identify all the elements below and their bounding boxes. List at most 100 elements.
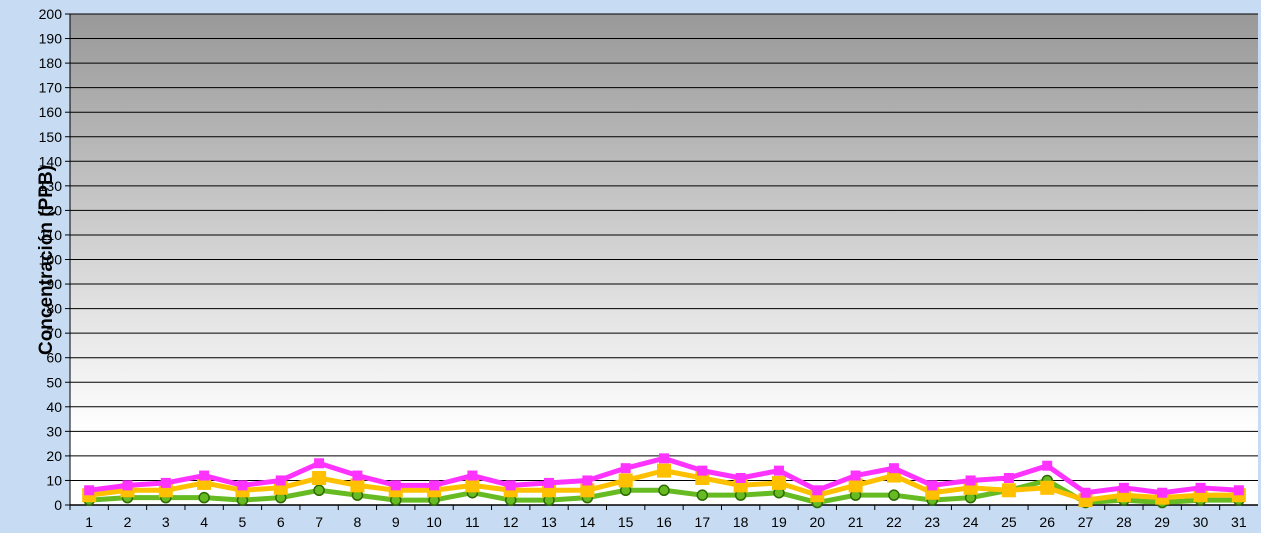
data-point <box>657 463 671 478</box>
x-tick-label: 16 <box>656 514 672 530</box>
data-point <box>275 475 286 486</box>
data-point <box>580 483 595 498</box>
data-point <box>84 485 95 496</box>
data-point <box>1080 487 1091 498</box>
data-point <box>237 480 248 491</box>
data-point <box>659 453 669 464</box>
y-tick-label: 120 <box>39 202 63 218</box>
data-point <box>390 480 401 491</box>
y-tick-label: 150 <box>39 129 63 145</box>
x-tick-label: 9 <box>392 514 400 530</box>
y-tick-label: 80 <box>46 301 62 317</box>
x-tick-label: 31 <box>1231 514 1247 530</box>
data-point <box>1195 482 1206 493</box>
data-point <box>505 480 516 491</box>
y-tick-label: 10 <box>46 472 62 488</box>
data-point <box>160 477 171 488</box>
y-tick-label: 190 <box>39 31 63 47</box>
y-axis-ticks: 0 10 20 30 40 50 60 70 80 90 100 110 120 130 140 150 160… <box>39 6 1258 513</box>
y-tick-label: 40 <box>46 399 62 415</box>
series-layer <box>82 453 1246 509</box>
data-point <box>850 470 861 481</box>
data-point <box>771 475 786 490</box>
data-point <box>888 463 899 474</box>
data-point <box>1233 485 1244 496</box>
x-tick-label: 23 <box>924 514 940 530</box>
data-point <box>314 458 325 469</box>
x-tick-label: 13 <box>541 514 557 530</box>
data-point <box>350 478 365 493</box>
data-point <box>199 470 210 481</box>
data-point <box>429 480 440 491</box>
data-point <box>544 477 555 488</box>
x-tick-label: 25 <box>1001 514 1017 530</box>
x-tick-label: 1 <box>85 514 93 530</box>
data-point <box>1040 480 1055 495</box>
x-tick-label: 24 <box>963 514 979 530</box>
data-point <box>658 484 670 497</box>
x-tick-label: 2 <box>124 514 132 530</box>
data-point <box>620 463 631 474</box>
data-point <box>1118 482 1129 493</box>
x-tick-label: 19 <box>771 514 787 530</box>
y-tick-label: 140 <box>39 153 63 169</box>
data-point <box>467 470 478 481</box>
x-tick-label: 17 <box>695 514 711 530</box>
data-point <box>122 480 133 491</box>
x-tick-label: 29 <box>1154 514 1170 530</box>
data-point <box>927 480 938 491</box>
x-tick-label: 7 <box>315 514 323 530</box>
x-tick-label: 28 <box>1116 514 1132 530</box>
x-tick-label: 3 <box>162 514 170 530</box>
y-tick-label: 70 <box>46 325 62 341</box>
y-tick-label: 110 <box>40 227 63 243</box>
y-tick-label: 180 <box>39 55 63 71</box>
data-point <box>812 485 823 496</box>
data-point <box>618 473 633 488</box>
x-tick-label: 6 <box>277 514 285 530</box>
data-point <box>465 478 480 493</box>
data-point <box>773 465 784 476</box>
x-axis-ticks: 1 2 3 4 5 6 7 8 9 10 11 12 13 14 15 16 17 18 19 20 21 22 23 24 2… <box>69 505 1247 530</box>
y-axis-label: Concentración (PPB) <box>36 165 57 355</box>
y-tick-label: 200 <box>39 6 63 22</box>
data-point <box>313 484 325 497</box>
data-point <box>1157 487 1168 498</box>
data-point <box>888 489 900 501</box>
x-tick-label: 26 <box>1039 514 1055 530</box>
x-tick-label: 10 <box>426 514 442 530</box>
data-point <box>1001 483 1016 498</box>
data-point <box>1042 460 1053 471</box>
y-tick-label: 100 <box>39 252 63 268</box>
x-tick-label: 14 <box>580 514 596 530</box>
y-tick-label: 0 <box>54 497 62 513</box>
data-point <box>735 472 746 483</box>
y-tick-label: 130 <box>39 178 63 194</box>
x-tick-label: 5 <box>239 514 247 530</box>
data-point <box>198 491 210 504</box>
data-point <box>352 470 363 481</box>
data-point <box>696 489 709 501</box>
data-point <box>582 475 593 486</box>
data-point <box>965 475 976 486</box>
x-tick-label: 22 <box>886 514 902 530</box>
x-tick-label: 15 <box>618 514 634 530</box>
x-tick-label: 8 <box>354 514 362 530</box>
data-point <box>312 470 327 485</box>
x-tick-label: 30 <box>1193 514 1209 530</box>
x-tick-label: 4 <box>200 514 208 530</box>
grid-lines <box>70 13 1258 506</box>
x-tick-label: 18 <box>733 514 749 530</box>
x-tick-label: 11 <box>465 514 480 530</box>
data-point <box>848 478 863 493</box>
data-point <box>697 465 708 476</box>
data-point <box>1003 472 1014 483</box>
x-tick-label: 21 <box>848 514 864 530</box>
y-tick-label: 20 <box>46 448 62 464</box>
y-tick-label: 60 <box>46 350 62 366</box>
x-tick-label: 12 <box>503 514 519 530</box>
y-tick-label: 30 <box>46 423 62 439</box>
x-tick-label: 27 <box>1078 514 1094 530</box>
